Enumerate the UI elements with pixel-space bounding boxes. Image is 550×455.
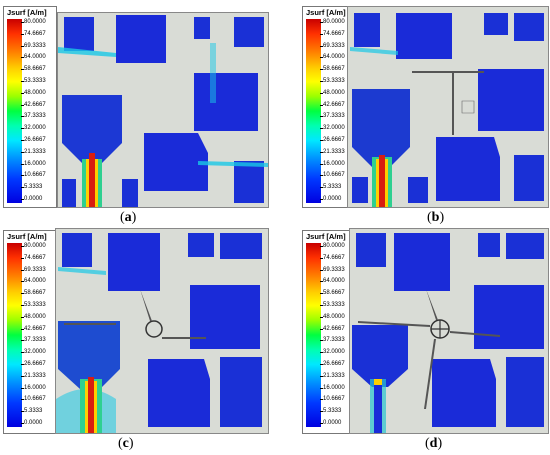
current-field-a	[57, 12, 269, 208]
legend-tick-label: 53.3333	[21, 78, 46, 84]
legend-tick-label: 26.6667	[21, 137, 46, 143]
legend-tick-label: 37.3333	[21, 337, 46, 344]
colorbar-legend: Jsurf [A/m] 80.0000 74.6667 69.3333 64.0000…	[3, 230, 57, 434]
legend-tick-label: 21.3333	[320, 148, 345, 155]
legend-tick-label: 21.3333	[21, 372, 46, 379]
legend-tick-label: 26.6667	[320, 361, 345, 367]
legend-tick-label: 32.0000	[320, 125, 345, 132]
legend-tick-label: 5.3333	[20, 408, 43, 415]
legend-tick-label: 74.6667	[320, 30, 345, 37]
caption-b: (b)	[427, 210, 445, 225]
color-scale-bar	[7, 19, 22, 203]
legend-tick-label: 69.3333	[21, 42, 46, 49]
legend-tick-label: 10.6667	[320, 172, 345, 179]
colorbar-legend: Jsurf [A/m] 80.0000 74.6667 69.3333 64.0000…	[302, 230, 356, 434]
legend-tick-label: 16.0000	[21, 160, 46, 167]
legend-tick-label: 5.3333	[319, 408, 342, 415]
color-scale-bar	[7, 243, 22, 427]
legend-tick-label: 21.3333	[320, 372, 345, 379]
legend-tick-label: 58.6667	[320, 66, 345, 73]
legend-title: Jsurf [A/m]	[7, 8, 47, 17]
legend-tick-label: 58.6667	[21, 66, 46, 73]
legend-tick-label: 53.3333	[320, 302, 345, 308]
legend-tick-label: 37.3333	[21, 113, 46, 120]
legend-title: Jsurf [A/m]	[7, 232, 47, 241]
legend-tick-label: 74.6667	[320, 254, 345, 261]
legend-tick-label: 53.3333	[320, 78, 345, 84]
legend-tick-label: 48.0000	[320, 89, 345, 96]
legend-tick-label: 5.3333	[319, 184, 342, 191]
caption-c: (c)	[118, 436, 134, 451]
legend-tick-label: 42.6667	[21, 101, 46, 108]
legend-tick-label: 0.0000	[20, 196, 43, 202]
legend-tick-label: 16.0000	[21, 384, 46, 391]
colorbar-legend: Jsurf [A/m] 80.0000 74.6667 69.3333 64.0000…	[3, 6, 57, 208]
caption-a: (a)	[120, 210, 137, 225]
legend-tick-label: 80.0000	[21, 243, 46, 249]
legend-tick-label: 64.0000	[21, 278, 46, 285]
legend-tick-label: 32.0000	[21, 349, 46, 356]
legend-tick-label: 10.6667	[21, 396, 46, 403]
legend-tick-label: 48.0000	[21, 89, 46, 96]
legend-tick-label: 64.0000	[21, 54, 46, 61]
panel-a: Jsurf [A/m] 80.0000 74.6667 69.3333 64.0000…	[0, 0, 270, 228]
caption-d: (d)	[425, 436, 443, 451]
panel-d: Jsurf [A/m] 80.0000 74.6667 69.3333 64.0000…	[275, 228, 550, 455]
legend-tick-label: 74.6667	[21, 30, 46, 37]
legend-tick-label: 26.6667	[320, 137, 345, 143]
legend-tick-label: 32.0000	[21, 125, 46, 132]
legend-tick-label: 53.3333	[21, 302, 46, 308]
legend-tick-label: 42.6667	[320, 101, 345, 108]
legend-tick-label: 42.6667	[320, 325, 345, 332]
panel-c: Jsurf [A/m] 80.0000 74.6667 69.3333 64.0000…	[0, 228, 270, 455]
legend-tick-label: 74.6667	[21, 254, 46, 261]
color-scale-bar	[306, 19, 321, 203]
legend-tick-label: 37.3333	[320, 337, 345, 344]
current-field-c	[55, 228, 269, 434]
legend-tick-label: 16.0000	[320, 160, 345, 167]
legend-tick-label: 0.0000	[20, 420, 43, 426]
legend-tick-label: 69.3333	[21, 266, 46, 273]
legend-title: Jsurf [A/m]	[306, 8, 346, 17]
legend-tick-label: 5.3333	[20, 184, 43, 191]
color-scale-bar	[306, 243, 321, 427]
legend-tick-label: 69.3333	[320, 42, 345, 49]
legend-tick-label: 10.6667	[21, 172, 46, 179]
legend-title: Jsurf [A/m]	[306, 232, 346, 241]
legend-tick-label: 48.0000	[320, 313, 345, 320]
legend-tick-label: 10.6667	[320, 396, 345, 403]
legend-tick-label: 32.0000	[320, 349, 345, 356]
legend-tick-label: 48.0000	[21, 313, 46, 320]
legend-tick-label: 58.6667	[320, 290, 345, 297]
legend-tick-label: 80.0000	[320, 243, 345, 249]
legend-tick-label: 69.3333	[320, 266, 345, 273]
current-field-b	[347, 6, 549, 208]
legend-tick-label: 58.6667	[21, 290, 46, 297]
legend-tick-label: 64.0000	[320, 278, 345, 285]
legend-tick-label: 0.0000	[319, 196, 342, 202]
legend-tick-label: 26.6667	[21, 361, 46, 367]
legend-tick-label: 42.6667	[21, 325, 46, 332]
legend-tick-label: 37.3333	[320, 113, 345, 120]
legend-tick-label: 64.0000	[320, 54, 345, 61]
legend-tick-label: 0.0000	[319, 420, 342, 426]
current-field-d	[349, 228, 549, 434]
legend-tick-label: 21.3333	[21, 148, 46, 155]
panel-b: Jsurf [A/m] 80.0000 74.6667 69.3333 64.0000…	[275, 0, 550, 228]
legend-tick-label: 80.0000	[320, 19, 345, 25]
legend-tick-label: 80.0000	[21, 19, 46, 25]
legend-tick-label: 16.0000	[320, 384, 345, 391]
